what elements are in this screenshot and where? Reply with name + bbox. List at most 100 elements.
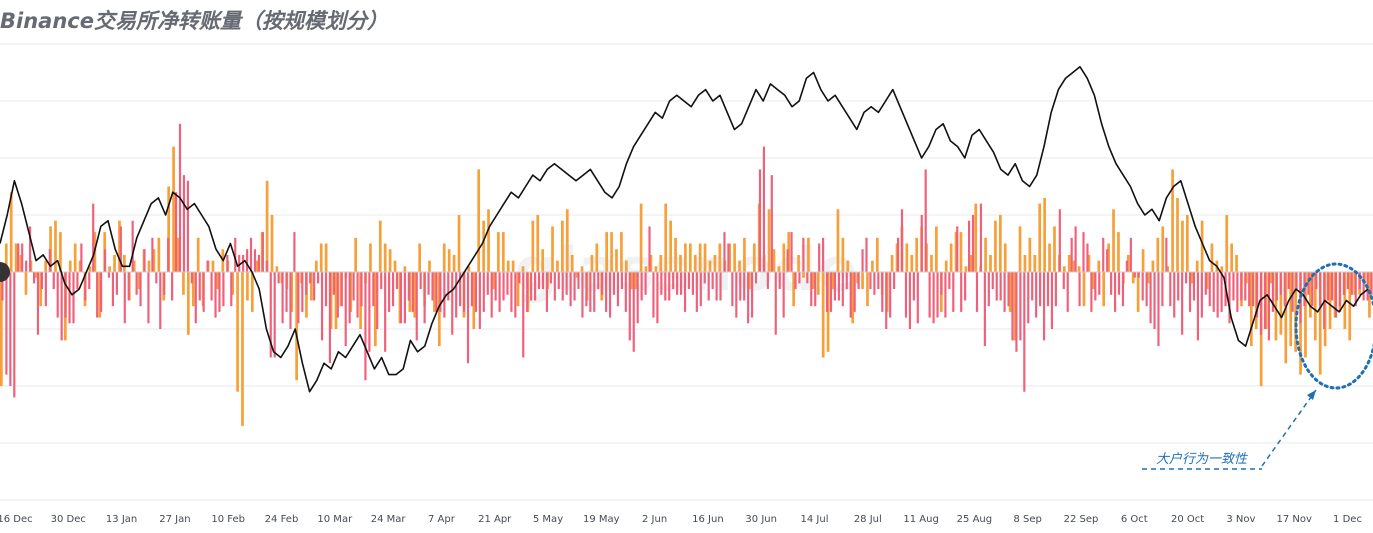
bar-red: [1078, 272, 1081, 307]
bar-red: [885, 272, 888, 329]
bar-orange: [733, 243, 736, 272]
bar-red: [1338, 272, 1342, 307]
bar-orange: [629, 272, 633, 290]
x-tick-label: 1 Dec: [1333, 514, 1362, 525]
x-tick-label: 22 Sep: [1064, 514, 1099, 525]
bar-red: [1141, 272, 1144, 301]
bar-red: [896, 237, 900, 272]
bar-orange: [147, 260, 151, 272]
bar-red: [443, 272, 446, 318]
bar-orange: [1023, 254, 1027, 272]
bar-orange: [44, 260, 47, 272]
price-line: [0, 66, 1369, 393]
bar-orange: [393, 260, 397, 272]
bar-red: [1090, 272, 1093, 312]
bar-orange: [1186, 215, 1189, 272]
bar-red: [462, 272, 466, 312]
bar-red: [683, 272, 687, 312]
bar-red: [1169, 272, 1172, 307]
bar-orange: [688, 243, 692, 272]
bar-red: [695, 272, 698, 312]
bar-orange: [19, 254, 23, 272]
bar-red: [36, 272, 40, 335]
bar-orange: [108, 266, 111, 272]
bar-red: [1208, 272, 1211, 307]
bar-orange: [403, 266, 407, 272]
bar-red: [510, 272, 513, 312]
bar-red: [336, 272, 339, 318]
bar-orange: [1348, 272, 1352, 341]
bar-red: [1291, 272, 1294, 312]
bar-red: [577, 272, 580, 290]
bar-orange: [1072, 260, 1076, 272]
bar-orange: [959, 232, 963, 272]
bar-red: [127, 272, 130, 301]
bar-red: [557, 272, 560, 290]
bar-red: [936, 272, 939, 318]
bar-orange: [634, 272, 638, 290]
bar-orange: [73, 243, 77, 272]
bar-orange: [354, 237, 358, 272]
bar-red: [1173, 272, 1176, 318]
bar-orange: [9, 192, 13, 272]
bar-red: [498, 272, 501, 312]
bar-orange: [265, 180, 269, 272]
bar-red: [277, 272, 280, 284]
bar-red: [916, 272, 919, 324]
bar-red: [924, 169, 927, 272]
bar-orange: [915, 237, 919, 272]
bar-red: [395, 272, 399, 290]
bar-red: [494, 272, 497, 301]
bar-red: [261, 232, 264, 272]
x-tick-label: 8 Sep: [1014, 514, 1042, 525]
bar-red: [139, 272, 142, 307]
bar-orange: [536, 215, 540, 272]
bar-orange: [1318, 272, 1322, 375]
bar-orange: [1038, 203, 1042, 272]
bar-orange: [816, 272, 820, 295]
bar-orange: [152, 249, 156, 272]
bar-red: [754, 272, 758, 284]
bar-orange: [1053, 226, 1056, 272]
bar-red: [987, 272, 990, 307]
x-tick-label: 11 Aug: [903, 514, 938, 525]
bar-orange: [1043, 197, 1046, 272]
bar-red: [770, 175, 773, 272]
bar-orange: [743, 237, 746, 272]
bar-red: [1319, 272, 1322, 307]
bar-red: [119, 226, 122, 272]
bar-red: [530, 272, 533, 301]
bar-red: [549, 272, 552, 284]
bar-orange: [811, 272, 815, 290]
bar-red: [1027, 272, 1030, 324]
bar-orange: [989, 254, 992, 272]
bar-red: [474, 272, 477, 312]
bar-red: [230, 272, 233, 307]
bar-red: [616, 272, 620, 307]
bar-orange: [797, 254, 800, 272]
bar-red: [281, 272, 284, 324]
bar-red: [999, 272, 1002, 301]
bar-orange: [334, 272, 338, 329]
bar-orange: [1220, 266, 1224, 272]
bar-orange: [388, 249, 392, 272]
bar-red: [470, 272, 474, 307]
bar-orange: [624, 260, 628, 272]
bar-red: [782, 272, 785, 318]
bar-red: [80, 243, 83, 272]
bar-red: [1011, 272, 1014, 341]
bar-orange: [374, 272, 377, 347]
bar-red: [344, 272, 347, 347]
bar-red: [1177, 272, 1180, 301]
bar-red: [1165, 237, 1168, 272]
bar-orange: [34, 272, 38, 278]
bar-red: [983, 272, 986, 347]
bar-orange: [565, 209, 569, 272]
bar-red: [537, 272, 541, 290]
x-tick-label: 7 Apr: [428, 514, 456, 525]
bar-orange: [1136, 272, 1140, 312]
bar-red: [1311, 272, 1314, 307]
bar-red: [147, 272, 150, 324]
bar-red: [541, 272, 545, 290]
bar-orange: [580, 266, 584, 272]
